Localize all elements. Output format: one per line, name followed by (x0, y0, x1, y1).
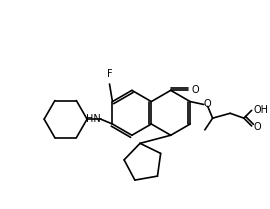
Text: O: O (204, 99, 212, 110)
Text: HN: HN (86, 114, 101, 124)
Text: O: O (191, 85, 199, 95)
Text: O: O (254, 122, 261, 132)
Text: OH: OH (254, 105, 269, 115)
Text: F: F (107, 69, 112, 79)
